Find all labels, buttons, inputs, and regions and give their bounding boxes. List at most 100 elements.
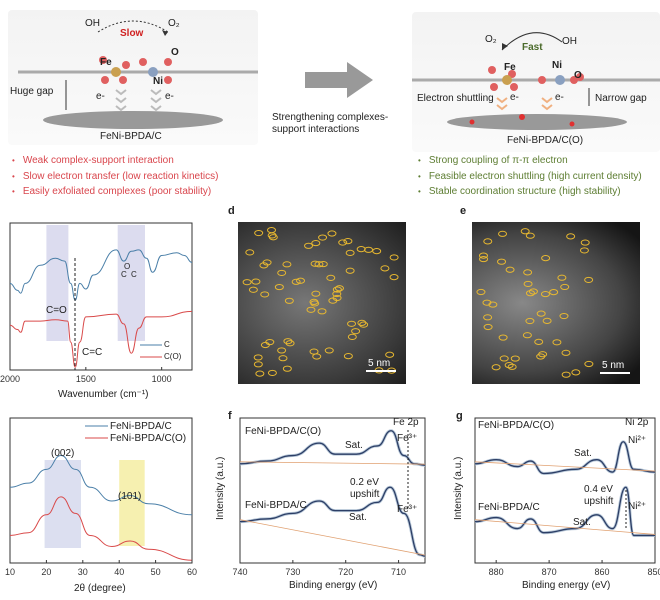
atom-marker [262,259,272,266]
atom-marker [343,238,353,245]
annotation: C [121,270,127,279]
atom-marker [483,314,493,321]
atom-marker [248,286,258,293]
tem-image-d: 5 nm [238,222,406,384]
o-label: O [574,70,582,81]
atom-marker [282,261,292,268]
raw-data-points [474,440,656,475]
atom-marker [277,269,287,277]
atom-marker [347,333,357,340]
rate-label: Slow [120,28,144,39]
x-tick-label: 850 [647,567,660,577]
electron-label: e- [165,91,174,102]
atom-marker [561,371,571,378]
atom-marker [267,227,277,234]
atom-marker [566,233,576,240]
atom-marker [242,279,252,286]
xps-ni-ylabel: Intensity (a.u.) [453,456,464,520]
atom-marker [525,290,535,297]
annotation: O [124,262,131,271]
oh-label: OH [85,18,100,29]
background-line [474,519,656,535]
atom-marker [385,351,395,358]
fe-label: Fe [504,62,516,73]
atom-marker [311,290,321,297]
x-tick-label: 740 [232,567,247,577]
schematic-right: O₂ OH Fast Fe Ni O Electron shuttling Na… [412,12,660,152]
panel-label: d [228,205,235,217]
atom-marker [260,341,270,349]
series-line [9,249,193,301]
atom-marker [304,242,314,249]
electron-label: e- [96,91,105,102]
annotation: Ni²⁺ [628,501,647,512]
atom-marker [479,255,489,263]
annotation: Fe³⁺ [397,504,418,515]
atom-marker [317,308,327,315]
shuttle-label: Electron shuttling [417,93,494,104]
sample-name: FeNi-BPDA/C(O) [507,135,584,146]
atom-marker [326,274,336,282]
atom-marker [338,239,348,246]
highlight-band [117,225,145,341]
atom-marker [498,334,508,341]
atom-marker [483,323,493,331]
legend-entry: C [164,340,170,349]
ni-label: Ni [153,76,163,87]
complex-on-support-illustration [412,32,660,130]
atom-marker [525,317,535,325]
atom-marker [541,255,551,262]
x-tick-label: 1000 [152,374,172,384]
atom-marker [491,364,501,371]
atom-marker [334,285,344,292]
atom-marker [534,338,544,345]
annotation: (002) [51,448,75,459]
atom-marker [347,320,357,327]
atom-marker [507,363,517,370]
atom-markers [476,228,594,378]
atom-marker [584,360,594,368]
annotation: Fe³⁺ [397,433,418,444]
scale-bar [600,372,630,374]
ftir-xlabel: Wavenumber (cm⁻¹) [58,389,149,400]
atom-marker [306,306,316,313]
x-tick-label: 710 [391,567,406,577]
arrow-caption: Strengthening complexes-support interact… [272,112,389,135]
series-label: FeNi-BPDA/C [478,502,540,513]
atom-marker [332,286,342,293]
atom-marker [351,328,361,335]
annotation: Sat. [573,517,591,528]
series-line [474,441,656,475]
atom-marker [253,361,263,368]
atom-marker [549,289,559,296]
list-item: Weak complex-support interaction [12,153,218,169]
rate-label: Fast [522,42,543,53]
electron-label: e- [555,92,564,103]
schematic-left: OH O₂ Slow Fe Ni O Huge gap e- e- FeNi-B… [8,10,258,145]
atom-marker [483,238,493,245]
background-line [239,461,426,465]
atom-marker [282,365,292,372]
list-item: Stable coordination structure (high stab… [418,184,642,200]
atom-marker [296,277,306,284]
o-label: O [171,47,179,58]
x-tick-label: 2000 [0,374,20,384]
gap-label: Narrow gap [595,93,647,104]
atom-marker [311,239,321,247]
legend-entry: FeNi-BPDA/C(O) [110,433,187,444]
o2-label: O₂ [485,34,497,45]
sample-name: FeNi-BPDA/C [100,131,162,142]
series-line [9,455,193,516]
series-line [474,486,655,537]
atom-marker [510,355,520,362]
background-line [239,519,426,556]
atom-marker [312,353,322,360]
scale-label: 5 nm [602,360,625,371]
atom-marker [245,249,255,256]
x-tick-label: 720 [338,567,353,577]
x-tick-label: 730 [285,567,300,577]
atom-marker [255,370,265,377]
atom-marker [343,352,353,360]
series-label: FeNi-BPDA/C(O) [245,426,322,437]
o2-label: O₂ [168,18,180,29]
